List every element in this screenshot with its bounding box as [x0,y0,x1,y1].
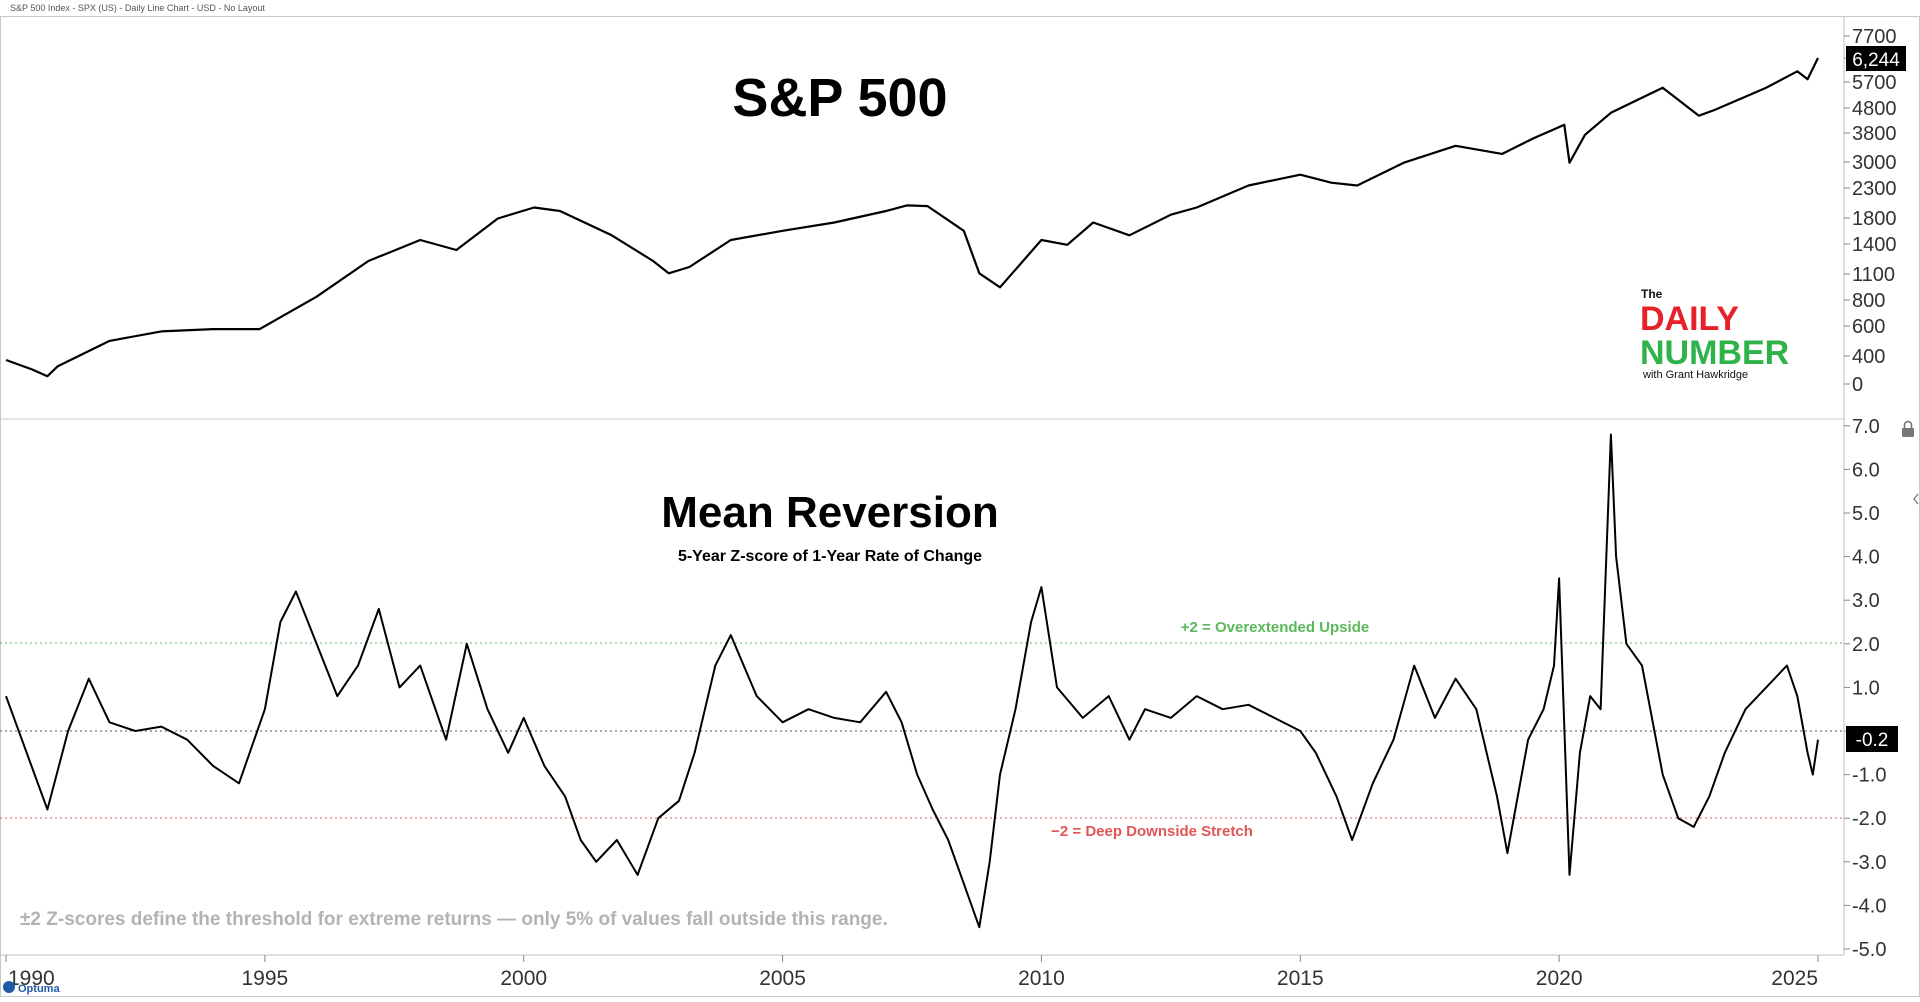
x-tick-label: 1990 [8,967,55,990]
bottom-y-tick-label: -1.0 [1852,765,1886,787]
bottom-y-tick-label: -5.0 [1852,939,1886,961]
extreme-returns-note: ±2 Z-scores define the threshold for ext… [20,909,888,930]
x-tick-label: 2015 [1277,967,1324,990]
bottom-y-tick-label: 6.0 [1852,459,1880,481]
top-y-tick-label: 3800 [1852,123,1897,145]
bottom-y-axis: 7.0 6.0 5.0 4.0 3.0 2.0 1.0 -1.0 -2.0 -3.0 -4.0 -5.… [1844,416,1886,961]
x-tick-label: 2025 [1771,967,1818,990]
top-y-tick-label: 2300 [1852,178,1897,200]
x-tick-label: 2020 [1536,967,1583,990]
last-zscore-label: -0.2 [1856,730,1889,751]
logo-byline: with Grant Hawkridge [1642,369,1748,381]
bottom-y-tick-label: -2.0 [1852,808,1886,830]
x-axis: 1990 1995 2000 2005 2010 2015 2020 2025 [5,955,1819,990]
bottom-panel-subtitle: 5-Year Z-score of 1-Year Rate of Change [678,548,982,565]
logo-daily: DAILY [1640,300,1739,338]
last-price-label: 6,244 [1852,50,1900,71]
top-panel-title: S&P 500 [732,68,947,128]
top-y-tick-label: 3000 [1852,152,1897,174]
bottom-y-tick-label: -4.0 [1852,895,1886,917]
collapse-arrow-icon[interactable] [1913,493,1919,505]
optuma-icon [3,981,15,993]
bottom-y-tick-label: 1.0 [1852,677,1880,699]
bottom-y-tick-label: 3.0 [1852,590,1880,612]
bottom-panel-title: Mean Reversion [661,488,998,537]
chart-header: S&P 500 Index - SPX (US) - Daily Line Ch… [10,3,265,13]
top-y-tick-label: 800 [1852,290,1885,312]
zscore-line [5,433,1819,929]
top-y-tick-label: 5700 [1852,72,1897,94]
top-y-axis: 7700670057004800380030002300180014001100… [1844,26,1897,396]
lock-icon[interactable] [1902,420,1914,438]
sp500-price-line [5,57,1819,378]
bottom-y-tick-label: 7.0 [1852,416,1880,438]
logo-the: The [1641,287,1663,301]
x-tick-label: 2000 [500,967,547,990]
top-y-tick-label: 7700 [1852,26,1897,48]
top-y-tick-label: 1400 [1852,234,1897,256]
top-y-tick-label: 400 [1852,346,1885,368]
optuma-label: Optuma [18,983,60,995]
bottom-y-tick-label: 5.0 [1852,503,1880,525]
x-tick-label: 1995 [241,967,288,990]
upper-threshold-label: +2 = Overextended Upside [1181,619,1369,636]
x-tick-label: 2010 [1018,967,1065,990]
top-y-tick-label: 600 [1852,316,1885,338]
optuma-logo: Optuma [3,981,60,995]
top-y-tick-label: 1100 [1852,264,1895,286]
top-y-tick-label: 1800 [1852,208,1897,230]
lower-threshold-label: −2 = Deep Downside Stretch [1051,823,1253,840]
logo-number: NUMBER [1640,334,1789,372]
bottom-y-tick-label: 4.0 [1852,547,1880,569]
bottom-y-tick-label: 2.0 [1852,634,1880,656]
last-price-tag [1846,46,1906,71]
x-tick-label: 2005 [759,967,806,990]
top-y-tick-label: 0 [1852,374,1863,396]
top-y-tick-label: 4800 [1852,98,1897,120]
bottom-y-tick-label: -3.0 [1852,852,1886,874]
last-zscore-tag [1846,726,1898,752]
daily-number-logo: The DAILY NUMBER with Grant Hawkridge [1640,287,1789,381]
